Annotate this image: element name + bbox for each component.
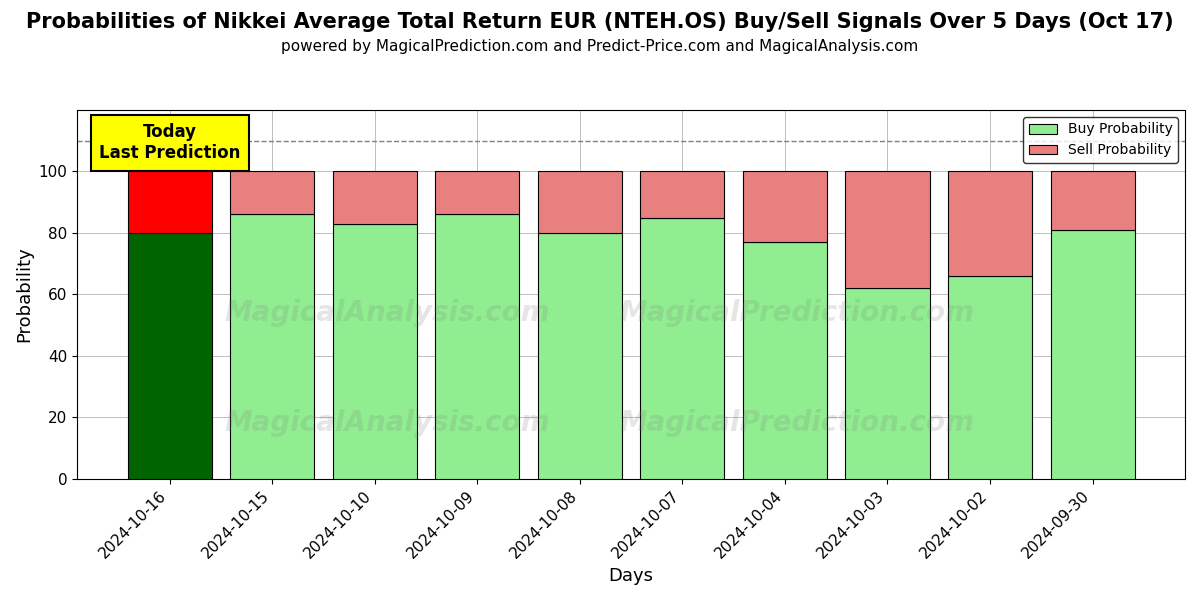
Bar (436, 214, 520, 479)
Text: MagicalPrediction.com: MagicalPrediction.com (619, 299, 974, 327)
Bar (846, 288, 930, 479)
Bar (230, 214, 314, 479)
Bar (743, 242, 827, 479)
Bar (846, 172, 930, 288)
Bar (641, 172, 725, 218)
Text: Today
Last Prediction: Today Last Prediction (98, 124, 240, 162)
Bar (332, 224, 416, 479)
Text: MagicalAnalysis.com: MagicalAnalysis.com (224, 409, 550, 437)
Text: MagicalAnalysis.com: MagicalAnalysis.com (224, 299, 550, 327)
Bar (538, 233, 622, 479)
Bar (641, 218, 725, 479)
Text: Probabilities of Nikkei Average Total Return EUR (NTEH.OS) Buy/Sell Signals Over: Probabilities of Nikkei Average Total Re… (26, 12, 1174, 32)
Legend: Buy Probability, Sell Probability: Buy Probability, Sell Probability (1024, 117, 1178, 163)
Text: powered by MagicalPrediction.com and Predict-Price.com and MagicalAnalysis.com: powered by MagicalPrediction.com and Pre… (281, 39, 919, 54)
Bar (1050, 172, 1135, 230)
Bar (230, 172, 314, 214)
Bar (743, 172, 827, 242)
Bar (127, 172, 211, 233)
Bar (436, 172, 520, 214)
Bar (948, 276, 1032, 479)
Bar (332, 172, 416, 224)
Text: MagicalPrediction.com: MagicalPrediction.com (619, 409, 974, 437)
Bar (538, 172, 622, 233)
Bar (948, 172, 1032, 276)
Bar (127, 233, 211, 479)
X-axis label: Days: Days (608, 567, 654, 585)
Y-axis label: Probability: Probability (14, 247, 32, 342)
Bar (1050, 230, 1135, 479)
